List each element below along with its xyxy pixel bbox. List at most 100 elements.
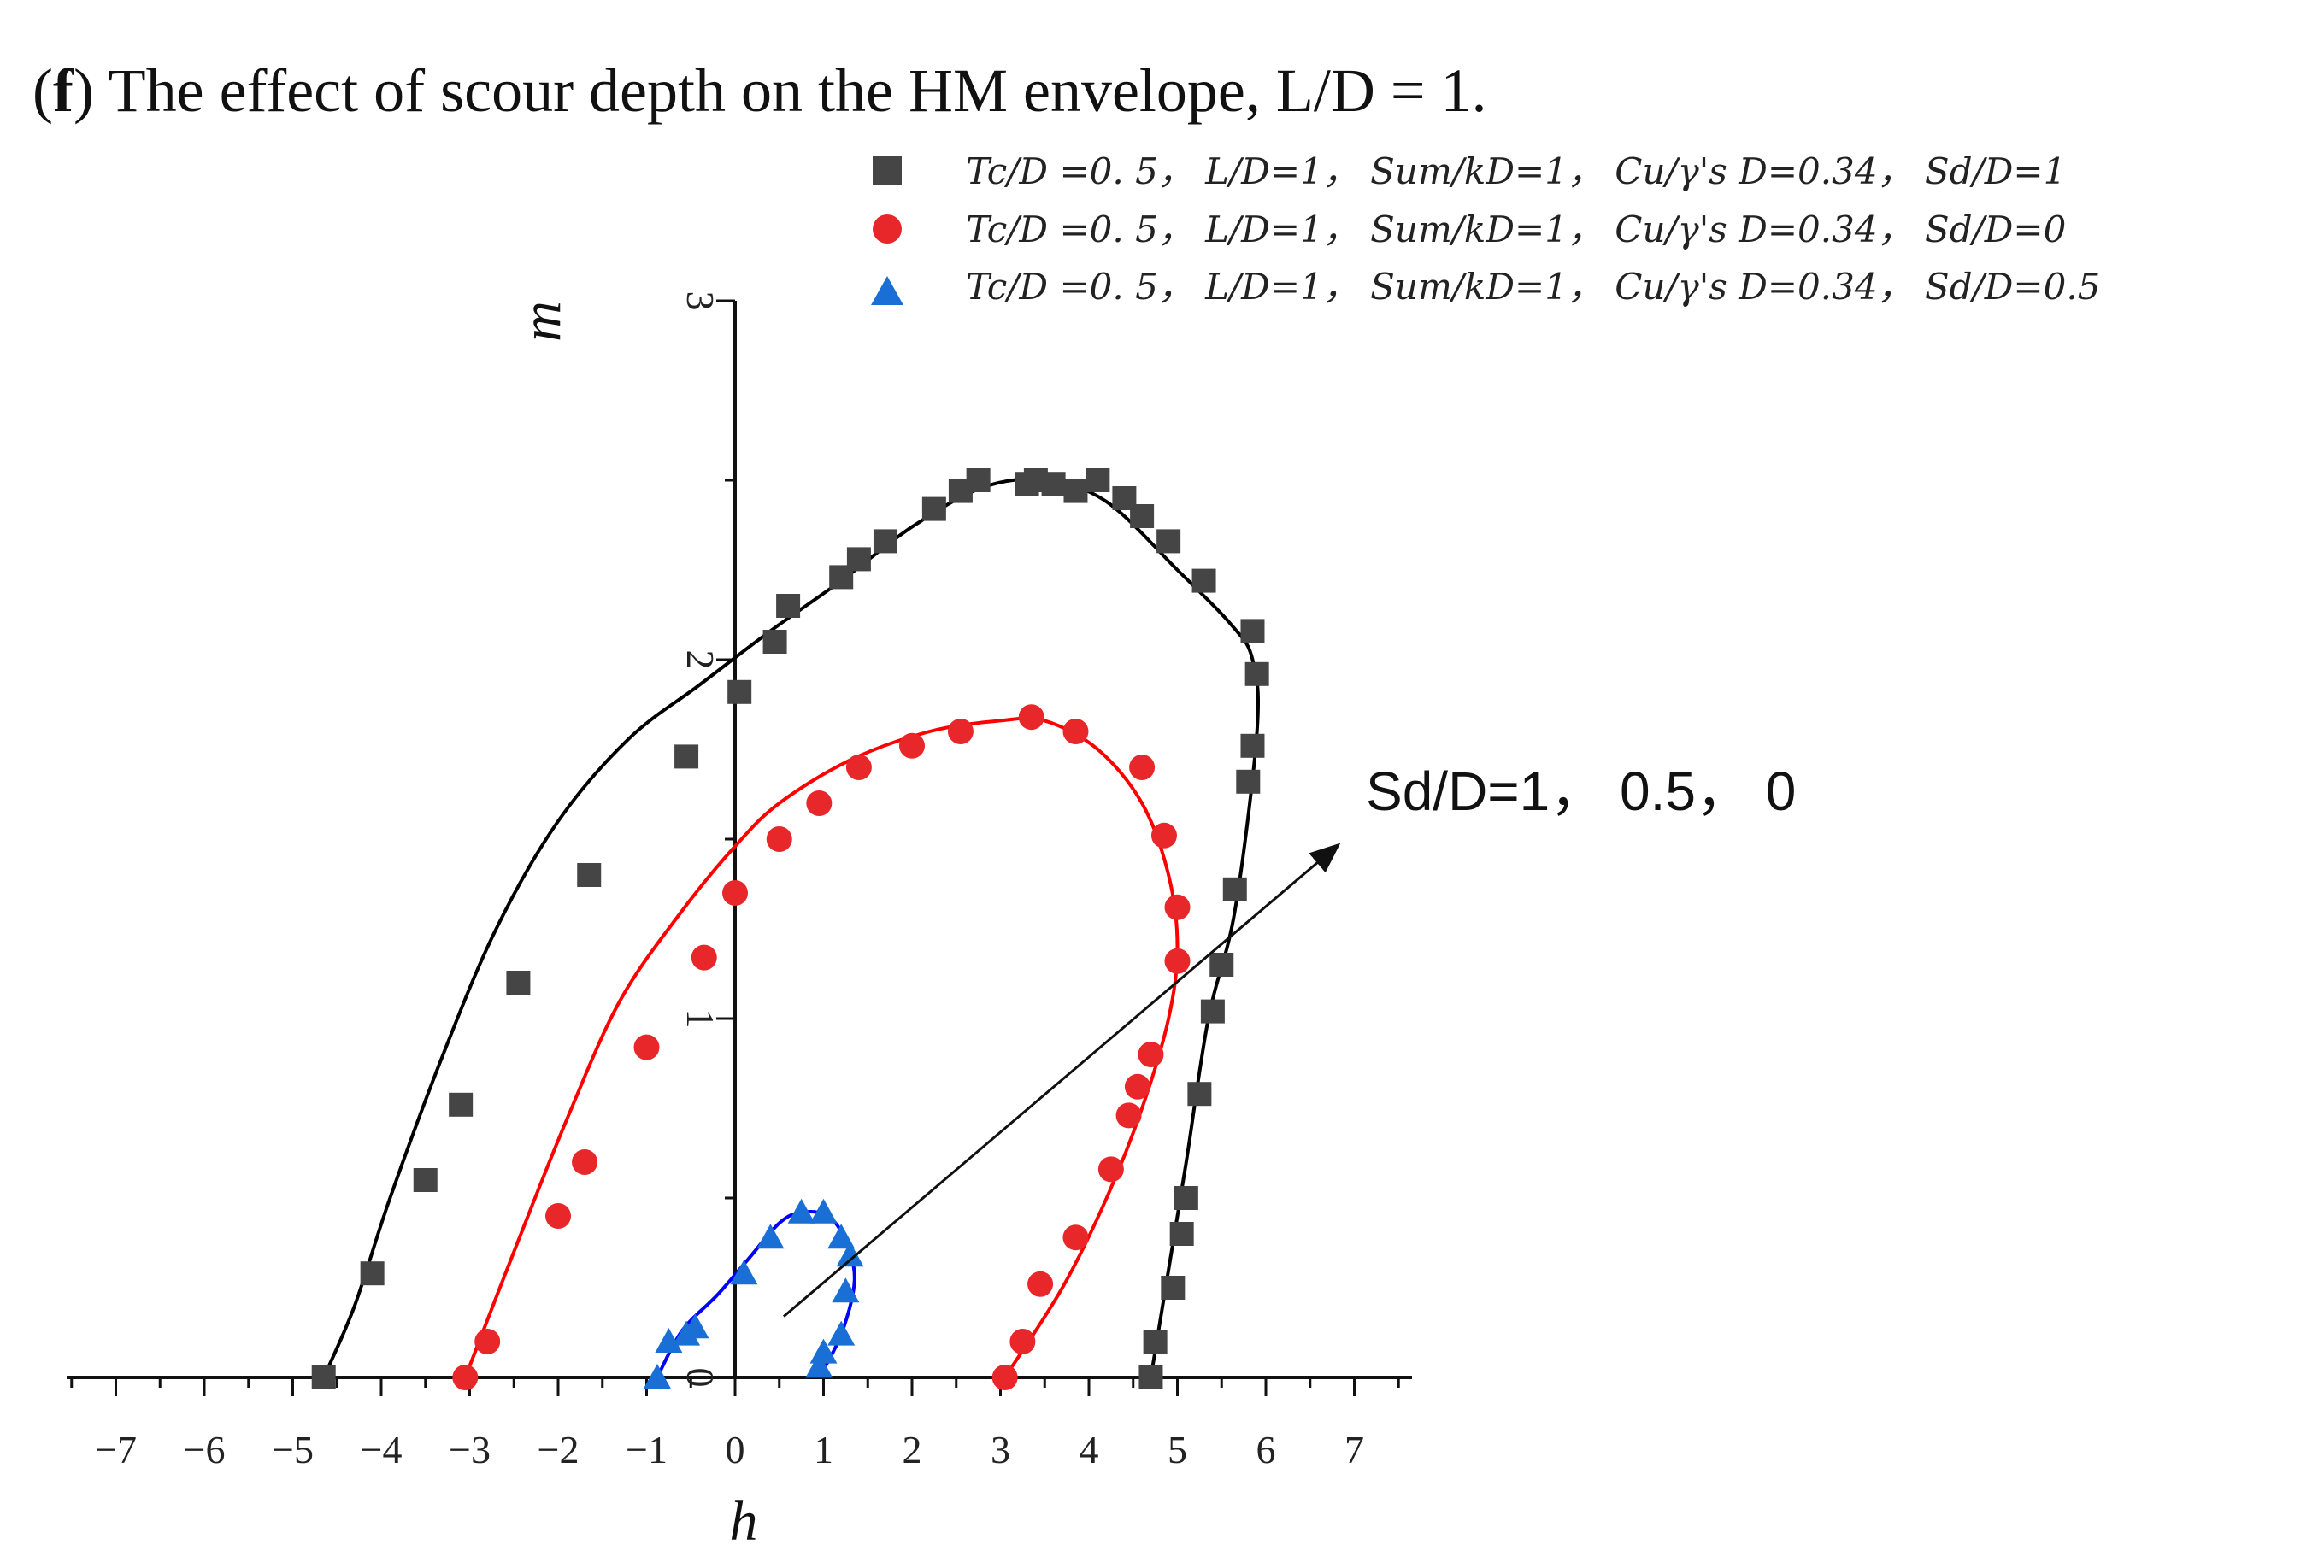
legend-marker-triangle: [871, 276, 903, 305]
data-point-triangle: [655, 1328, 683, 1353]
data-point-square: [846, 547, 871, 572]
data-point-square: [1240, 733, 1265, 758]
data-point-circle: [1124, 1073, 1150, 1100]
series-fit-line: [463, 716, 1180, 1379]
data-point-circle: [545, 1203, 571, 1229]
series-triangle: [643, 1198, 864, 1389]
data-point-square: [311, 1365, 336, 1389]
legend-marker-square: [873, 156, 902, 185]
data-point-circle: [1027, 1271, 1054, 1297]
data-point-square: [1130, 504, 1155, 528]
data-point-circle: [633, 1034, 660, 1060]
legend: Tc/D =0. 5， L/D=1， Sum/kD=1， Cu/γ's D=0.…: [871, 150, 2100, 308]
x-tick-label: −5: [272, 1428, 314, 1471]
data-point-square: [1063, 479, 1088, 503]
x-axis-title: h: [730, 1490, 758, 1553]
data-point-circle: [1129, 755, 1156, 780]
y-tick-label: 0: [679, 1368, 722, 1388]
data-point-square: [1222, 877, 1247, 901]
data-point-square: [776, 594, 801, 618]
data-point-square: [1191, 568, 1216, 593]
data-point-circle: [806, 790, 833, 816]
data-point-circle: [1062, 719, 1089, 744]
data-point-circle: [1018, 704, 1044, 731]
data-point-square: [873, 529, 897, 554]
x-tick-label: 7: [1344, 1428, 1364, 1471]
x-tick-label: 6: [1256, 1428, 1276, 1471]
data-point-circle: [722, 880, 748, 906]
data-point-square: [674, 744, 699, 769]
x-tick-label: 5: [1168, 1428, 1187, 1471]
series-square: [311, 468, 1269, 1389]
data-point-square: [762, 630, 787, 654]
data-point-circle: [899, 732, 925, 759]
data-point-triangle: [836, 1242, 864, 1267]
data-point-triangle: [809, 1198, 838, 1224]
data-point-circle: [1062, 1224, 1089, 1251]
data-point-circle: [1164, 948, 1191, 974]
data-point-circle: [1150, 822, 1177, 849]
data-point-circle: [452, 1365, 479, 1390]
x-tick-label: −3: [449, 1428, 491, 1471]
x-tick-label: 4: [1080, 1428, 1099, 1471]
y-tick-label: 3: [679, 291, 722, 311]
legend-entry-sd-0-5: Tc/D =0. 5， L/D=1， Sum/kD=1， Cu/γ's D=0.…: [966, 266, 2100, 308]
y-ticks: 0 1 2 3: [679, 291, 735, 1388]
annotation-arrow: [782, 843, 1341, 1318]
data-point-square: [1161, 1276, 1186, 1300]
data-point-square: [506, 971, 531, 995]
data-point-square: [1169, 1222, 1194, 1246]
chart-title-prefix: f: [53, 56, 74, 125]
data-point-square: [1187, 1082, 1212, 1107]
series-circle: [452, 704, 1191, 1390]
x-tick-label: −1: [626, 1428, 668, 1471]
data-point-square: [727, 679, 752, 704]
data-point-square: [1200, 999, 1225, 1024]
data-point-square: [1240, 619, 1265, 643]
data-point-circle: [572, 1149, 598, 1175]
data-point-triangle: [643, 1364, 671, 1389]
chart-title: (f) The effect of scour depth on the HM …: [32, 56, 1486, 125]
x-tick-label: 2: [903, 1428, 922, 1471]
data-point-triangle: [805, 1353, 833, 1378]
data-point-triangle: [756, 1224, 785, 1249]
x-tick-label: 1: [814, 1428, 833, 1471]
data-point-triangle: [827, 1224, 856, 1249]
data-point-triangle: [787, 1198, 815, 1224]
x-tick-label: −2: [538, 1428, 580, 1471]
data-point-triangle: [827, 1320, 856, 1346]
data-point-square: [1156, 529, 1181, 554]
data-point-circle: [1164, 894, 1191, 920]
data-point-triangle: [832, 1277, 860, 1303]
y-tick-label: 1: [679, 1009, 722, 1029]
data-point-square: [1143, 1330, 1168, 1354]
data-point-triangle: [681, 1313, 709, 1339]
data-point-circle: [1009, 1329, 1036, 1354]
annotation-text: Sd/D=1， 0.5， 0: [1366, 761, 1796, 822]
data-point-circle: [991, 1365, 1018, 1390]
x-tick-label: 0: [726, 1428, 745, 1471]
data-point-square: [1236, 769, 1261, 794]
data-point-square: [1086, 468, 1110, 492]
data-point-circle: [691, 944, 717, 971]
legend-entry-sd-1: Tc/D =0. 5， L/D=1， Sum/kD=1， Cu/γ's D=0.…: [966, 150, 2066, 192]
data-point-square: [449, 1092, 474, 1117]
data-point-square: [966, 468, 991, 492]
data-point-square: [1209, 953, 1234, 977]
data-point-square: [577, 863, 602, 887]
series-layer: [311, 468, 1269, 1390]
data-point-square: [1174, 1186, 1198, 1210]
x-tick-label: −6: [184, 1428, 226, 1471]
y-tick-label: 2: [679, 650, 722, 670]
x-ticks: −7 −6 −5 −4 −3 −2 −1 0 1 2 3 4 5 6 7: [70, 1377, 1400, 1471]
data-point-circle: [845, 755, 872, 780]
data-point-circle: [1138, 1042, 1164, 1067]
x-tick-label: 3: [991, 1428, 1010, 1471]
legend-marker-circle: [873, 214, 902, 244]
chart-title-text: The effect of scour depth on the HM enve…: [109, 56, 1487, 125]
data-point-square: [360, 1261, 385, 1286]
data-point-circle: [474, 1329, 501, 1354]
data-point-square: [1138, 1365, 1163, 1389]
data-point-square: [921, 496, 946, 521]
